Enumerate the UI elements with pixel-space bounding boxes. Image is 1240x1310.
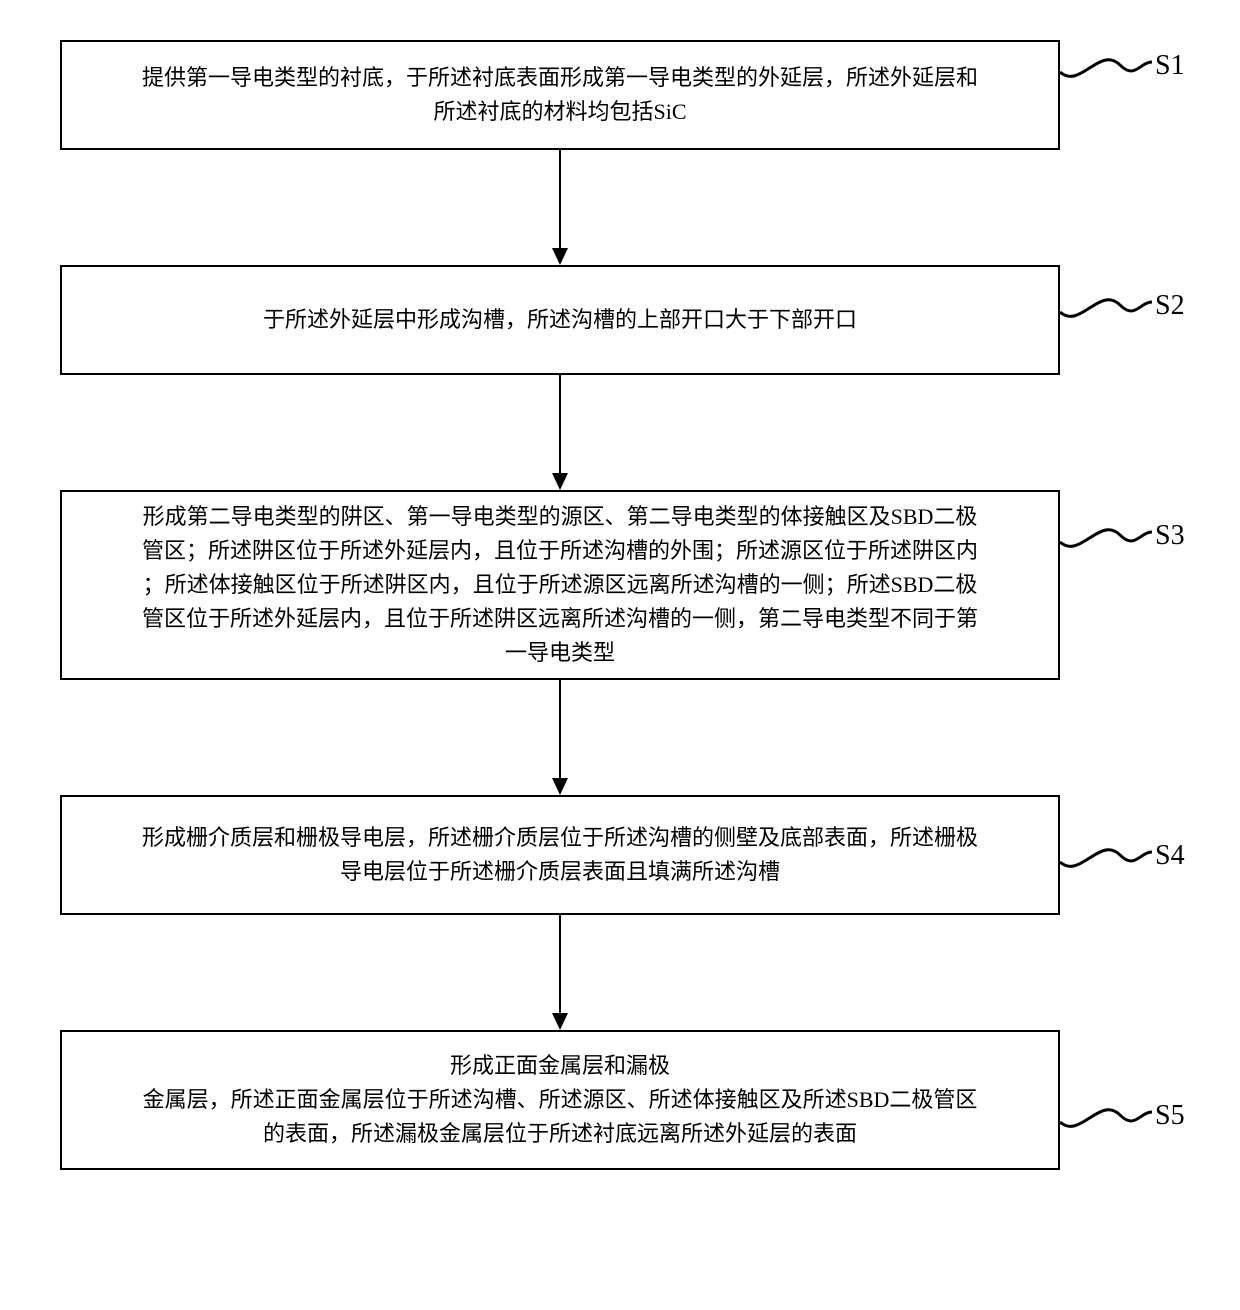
label-s2: S2: [1155, 290, 1185, 322]
step-box-s3: 形成第二导电类型的阱区、第一导电类型的源区、第二导电类型的体接触区及SBD二极 …: [60, 490, 1060, 680]
arrow-icon: [540, 150, 580, 265]
label-s3: S3: [1155, 520, 1185, 552]
flowchart-container: 提供第一导电类型的衬底，于所述衬底表面形成第一导电类型的外延层，所述外延层和 所…: [60, 40, 1060, 1170]
step-text-s2: 于所述外延层中形成沟槽，所述沟槽的上部开口大于下部开口: [233, 293, 887, 347]
arrow-s2-s3: [60, 375, 1060, 490]
arrow-icon: [540, 375, 580, 490]
step-box-s2: 于所述外延层中形成沟槽，所述沟槽的上部开口大于下部开口: [60, 265, 1060, 375]
step-text-s5: 形成正面金属层和漏极 金属层，所述正面金属层位于所述沟槽、所述源区、所述体接触区…: [113, 1039, 1008, 1161]
step-text-s3: 形成第二导电类型的阱区、第一导电类型的源区、第二导电类型的体接触区及SBD二极 …: [112, 490, 1008, 680]
arrow-s1-s2: [60, 150, 1060, 265]
arrow-s4-s5: [60, 915, 1060, 1030]
label-s5: S5: [1155, 1100, 1185, 1132]
label-s1: S1: [1155, 50, 1185, 82]
arrow-icon: [540, 680, 580, 795]
step-text-s4: 形成栅介质层和栅极导电层，所述栅介质层位于所述沟槽的侧壁及底部表面，所述栅极 导…: [112, 811, 1008, 899]
arrow-icon: [540, 915, 580, 1030]
step-box-s5: 形成正面金属层和漏极 金属层，所述正面金属层位于所述沟槽、所述源区、所述体接触区…: [60, 1030, 1060, 1170]
label-s4: S4: [1155, 840, 1185, 872]
step-box-s1: 提供第一导电类型的衬底，于所述衬底表面形成第一导电类型的外延层，所述外延层和 所…: [60, 40, 1060, 150]
arrow-s3-s4: [60, 680, 1060, 795]
step-text-s1: 提供第一导电类型的衬底，于所述衬底表面形成第一导电类型的外延层，所述外延层和 所…: [112, 51, 1008, 139]
step-box-s4: 形成栅介质层和栅极导电层，所述栅介质层位于所述沟槽的侧壁及底部表面，所述栅极 导…: [60, 795, 1060, 915]
